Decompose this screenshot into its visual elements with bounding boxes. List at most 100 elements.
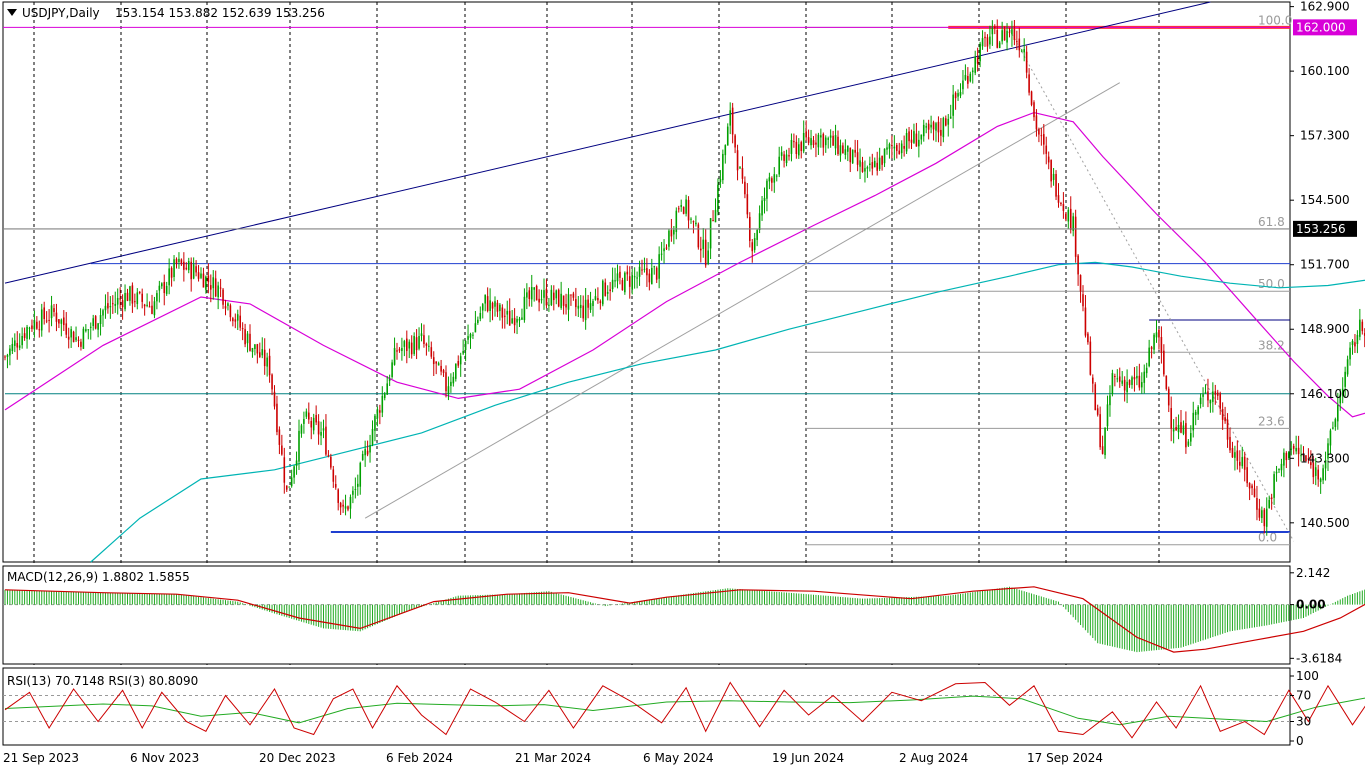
candle-body xyxy=(1359,319,1361,337)
candle-body xyxy=(817,134,820,148)
candle-body xyxy=(994,26,996,29)
candle-body xyxy=(325,426,327,455)
candle-body xyxy=(195,266,197,273)
candle-body xyxy=(457,360,460,366)
candle-body xyxy=(832,135,834,146)
time-axis[interactable]: 21 Sep 2023 6 Nov 2023 20 Dec 2023 6 Feb 20… xyxy=(3,751,1103,765)
candle-body xyxy=(842,145,844,154)
candle-body xyxy=(807,137,810,143)
candle-body xyxy=(602,280,604,305)
candle-body xyxy=(523,296,526,321)
candle-body xyxy=(905,132,908,152)
candle-body xyxy=(1275,471,1278,474)
candle-body xyxy=(1361,321,1364,332)
candle-body xyxy=(1043,134,1045,145)
candle-body xyxy=(881,155,883,165)
candle-body xyxy=(839,145,842,156)
candle-body xyxy=(1077,255,1079,275)
candle-body xyxy=(506,310,509,315)
candle-body xyxy=(1278,469,1280,471)
candle-body xyxy=(540,299,543,301)
candle-body xyxy=(1001,30,1003,42)
candle-body xyxy=(1131,377,1133,385)
candle-body xyxy=(1351,340,1354,345)
candle-body xyxy=(261,349,264,356)
candle-body xyxy=(266,357,268,367)
candle-body xyxy=(1305,455,1307,462)
candle-body xyxy=(927,123,930,130)
candle-body xyxy=(812,140,815,146)
candle-body xyxy=(614,280,616,282)
candle-body xyxy=(665,247,668,249)
collapse-triangle-icon[interactable] xyxy=(7,9,17,16)
candle-body xyxy=(320,431,322,436)
x-tick-label: 19 Jun 2024 xyxy=(772,751,844,765)
candle-body xyxy=(695,222,697,225)
candle-body xyxy=(337,489,339,503)
candle-body xyxy=(77,339,80,341)
rsi-panel[interactable]: 100 70 30 0 RSI(13) 70.7148 RSI(3) 80.8090 xyxy=(2,667,1365,748)
candle-body xyxy=(290,477,293,487)
candle-body xyxy=(383,393,386,399)
candle-body xyxy=(1006,30,1008,43)
candle-body xyxy=(36,321,38,329)
candle-body xyxy=(1055,173,1057,197)
candle-body xyxy=(553,292,555,301)
candle-body xyxy=(163,282,166,294)
candle-body xyxy=(330,456,332,468)
price-panel[interactable]: 100.061.850.038.223.60.0 162.900160.1001… xyxy=(2,0,1365,745)
candle-body xyxy=(722,153,724,181)
candle-body xyxy=(1008,31,1011,33)
candle-body xyxy=(175,258,178,264)
candle-body xyxy=(913,131,915,143)
candle-body xyxy=(1256,498,1258,510)
candle-body xyxy=(300,425,303,434)
macd-y-label: 2.142 xyxy=(1296,566,1330,580)
symbol-label: USDJPY,Daily xyxy=(22,6,100,20)
candle-body xyxy=(1148,347,1150,367)
candle-body xyxy=(1123,379,1126,391)
candle-body xyxy=(425,343,428,346)
candle-body xyxy=(518,318,521,321)
candle-body xyxy=(401,347,403,352)
candle-body xyxy=(1185,423,1187,448)
candle-body xyxy=(310,420,313,428)
candle-body xyxy=(1273,474,1275,498)
horizontal-levels[interactable] xyxy=(3,25,1290,534)
candle-body xyxy=(594,296,597,300)
macd-y-label: -3.6184 xyxy=(1296,651,1342,665)
candle-body xyxy=(636,277,638,279)
candle-body xyxy=(469,333,472,338)
macd-name: MACD(12,26,9) xyxy=(7,570,98,584)
trend-lines[interactable] xyxy=(4,1,1295,542)
candle-body xyxy=(785,154,788,164)
candle-body xyxy=(940,129,942,136)
price-axis[interactable]: 162.900 160.100 157.300 154.500 151.700 148.9… xyxy=(3,0,1357,530)
candle-body xyxy=(1062,204,1065,211)
candle-body xyxy=(1011,29,1013,35)
candle-body xyxy=(312,417,315,431)
macd-panel[interactable]: 2.142 0.00 -3.6184 MACD(12,26,9) 1.8802 1.… xyxy=(2,565,1365,666)
candle-body xyxy=(464,341,467,351)
candle-body xyxy=(1314,467,1317,476)
candle-body xyxy=(249,333,251,351)
candle-body xyxy=(949,116,952,119)
candle-body xyxy=(932,122,935,130)
candle-body xyxy=(849,148,852,163)
candle-body xyxy=(214,278,217,297)
candle-body xyxy=(371,428,374,445)
candle-body xyxy=(317,421,320,435)
candle-body xyxy=(1219,393,1221,409)
moving-averages xyxy=(4,111,1365,563)
candle-body xyxy=(854,149,856,153)
candle-body xyxy=(474,323,477,333)
candle-body xyxy=(94,316,97,329)
candle-body xyxy=(18,345,21,348)
candle-body xyxy=(651,267,653,285)
candle-body xyxy=(758,213,761,230)
candle-body xyxy=(1207,391,1209,401)
candle-body xyxy=(707,250,709,264)
candle-body xyxy=(1231,448,1234,458)
candle-body xyxy=(499,304,501,312)
